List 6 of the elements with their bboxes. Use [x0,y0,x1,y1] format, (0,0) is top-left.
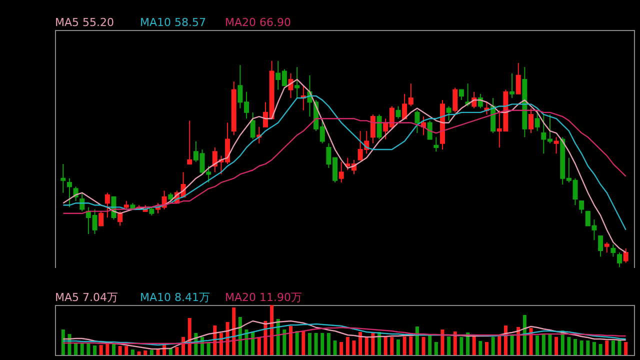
text: MA20 66.90 [225,16,291,29]
text: MA10 58.57 [140,16,206,29]
text: MA20 11.90万 [225,291,302,304]
text: MA5 7.04万 [55,291,118,304]
text: MA10 8.41万 [140,291,210,304]
text: MA5 55.20 [55,16,114,29]
